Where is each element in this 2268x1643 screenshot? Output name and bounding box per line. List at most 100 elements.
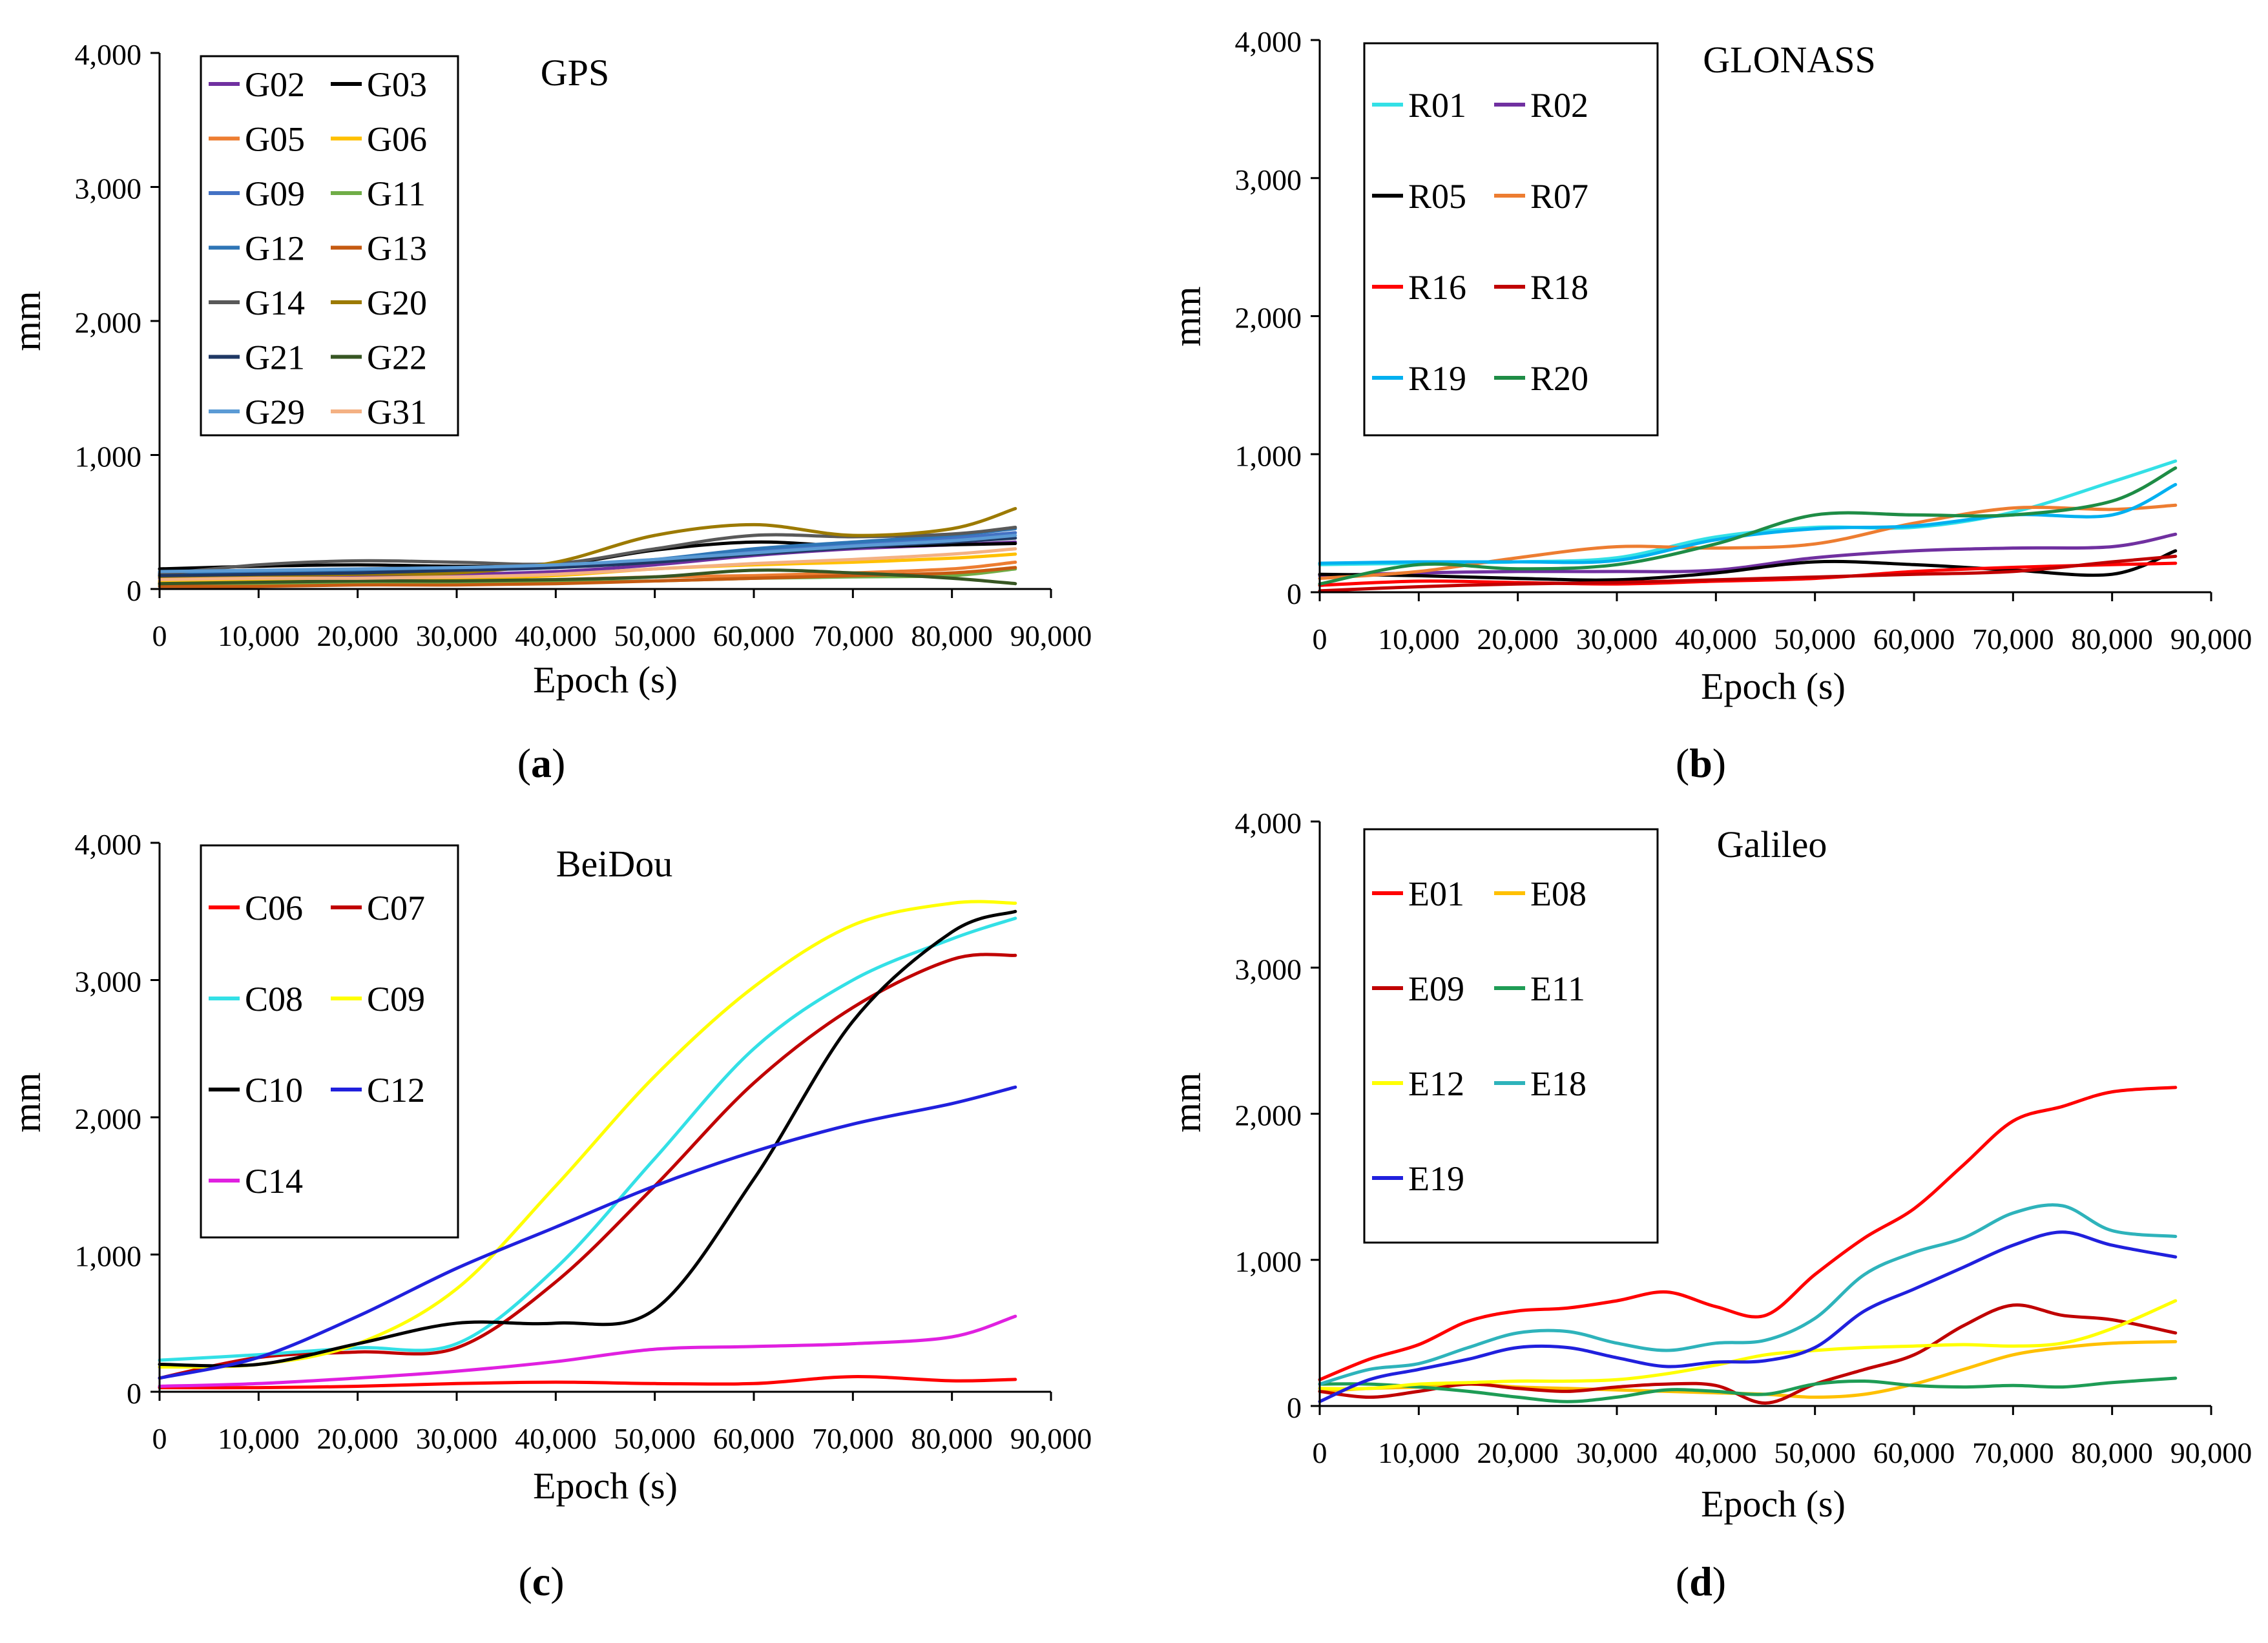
panel-caption: (b) — [1676, 740, 1726, 786]
y-tick-label: 3,000 — [75, 966, 142, 998]
x-tick-label: 0 — [1313, 623, 1327, 656]
chart-title: BeiDou — [556, 843, 672, 885]
x-axis-label: Epoch (s) — [1701, 1483, 1846, 1525]
legend-label-G09: G09 — [245, 174, 305, 213]
legend-label-E11: E11 — [1530, 969, 1585, 1008]
legend-box — [1363, 828, 1659, 1244]
x-tick-label: 70,000 — [1972, 623, 2054, 656]
x-tick-label: 20,000 — [317, 1422, 399, 1455]
chart-panel-d: 0 1,000 2,000 3,000 4,000 0 10,000 20,000 30,000… — [1166, 807, 2252, 1604]
series-layer — [1318, 459, 2178, 593]
x-axis-label: Epoch (s) — [533, 1465, 678, 1507]
legend-label-C07: C07 — [367, 889, 425, 927]
panel-caption: (c) — [518, 1558, 564, 1604]
series-layer — [1318, 1086, 2178, 1405]
y-axis-label: mm — [1166, 286, 1209, 346]
ticks-layer: 0 1,000 2,000 3,000 4,000 0 10,000 20,000 30,000… — [1235, 807, 2252, 1469]
x-tick-label: 80,000 — [2071, 1436, 2153, 1469]
y-tick-label: 1,000 — [75, 440, 142, 473]
y-tick-label: 4,000 — [1235, 25, 1302, 58]
x-tick-label: 60,000 — [1873, 1436, 1955, 1469]
legend-label-G05: G05 — [245, 120, 305, 159]
y-tick-label: 2,000 — [1235, 302, 1302, 335]
y-tick-label: 1,000 — [1235, 439, 1302, 472]
x-tick-label: 20,000 — [1477, 623, 1559, 656]
x-tick-label: 90,000 — [2170, 623, 2252, 656]
chart-panel-c: 0 1,000 2,000 3,000 4,000 0 10,000 20,000 30,000… — [6, 828, 1092, 1604]
x-tick-label: 90,000 — [1010, 1422, 1092, 1455]
x-tick-label: 40,000 — [1675, 623, 1757, 656]
x-tick-label: 30,000 — [1576, 1436, 1658, 1469]
legend-label-E08: E08 — [1530, 874, 1587, 913]
series-line-E11 — [1318, 1376, 2178, 1403]
x-tick-label: 90,000 — [2170, 1436, 2252, 1469]
x-tick-label: 20,000 — [1477, 1436, 1559, 1469]
series-line-G22 — [158, 568, 1017, 586]
legend-label-C10: C10 — [245, 1071, 303, 1110]
legend-label-G14: G14 — [245, 284, 305, 322]
series-line-R18 — [1318, 554, 2178, 593]
legend-label-R19: R19 — [1408, 359, 1466, 398]
x-tick-label: 80,000 — [911, 619, 993, 652]
legend-box — [1363, 42, 1659, 437]
x-tick-label: 60,000 — [1873, 623, 1955, 656]
legend-box — [200, 55, 459, 437]
series-line-E19 — [1318, 1230, 2178, 1403]
x-tick-label: 70,000 — [812, 619, 894, 652]
x-tick-label: 10,000 — [1378, 1436, 1460, 1469]
y-axis-label: mm — [1166, 1072, 1209, 1132]
legend-label-G21: G21 — [245, 338, 305, 377]
panel-letter: b — [1689, 740, 1712, 786]
series-line-G31 — [158, 547, 1017, 581]
legend-label-G31: G31 — [367, 393, 427, 431]
y-tick-label: 3,000 — [1235, 953, 1302, 986]
x-axis-label: Epoch (s) — [1701, 665, 1846, 707]
x-tick-label: 70,000 — [812, 1422, 894, 1455]
legend-label-E09: E09 — [1408, 969, 1464, 1008]
y-tick-label: 4,000 — [1235, 807, 1302, 840]
chart-panel-a: 0 1,000 2,000 3,000 4,000 0 10,000 20,000 30,000… — [6, 38, 1092, 786]
legend-label-R20: R20 — [1530, 359, 1588, 398]
x-tick-label: 40,000 — [1675, 1436, 1757, 1469]
series-line-R19 — [1318, 482, 2178, 565]
chart-title: GPS — [541, 52, 609, 94]
ticks-layer: 0 1,000 2,000 3,000 4,000 0 10,000 20,000 30,000… — [1235, 25, 2252, 656]
x-tick-label: 80,000 — [911, 1422, 993, 1455]
x-tick-label: 50,000 — [614, 1422, 696, 1455]
series-line-R05 — [1318, 549, 2178, 582]
series-line-E12 — [1318, 1299, 2178, 1390]
panel-caption: (a) — [517, 740, 566, 786]
chart-title: GLONASS — [1703, 39, 1876, 81]
y-tick-label: 2,000 — [1235, 1099, 1302, 1132]
legend-label-E19: E19 — [1408, 1159, 1464, 1198]
y-tick-label: 0 — [127, 574, 141, 607]
legend-label-G22: G22 — [367, 338, 427, 377]
x-tick-label: 10,000 — [218, 1422, 300, 1455]
series-line-G29 — [158, 533, 1017, 574]
series-layer — [158, 900, 1017, 1390]
series-line-R20 — [1318, 466, 2178, 586]
legend-label-C09: C09 — [367, 980, 425, 1018]
legend-label-C06: C06 — [245, 889, 303, 927]
x-tick-label: 20,000 — [317, 619, 399, 652]
x-tick-label: 10,000 — [218, 619, 300, 652]
x-tick-label: 70,000 — [1972, 1436, 2054, 1469]
x-tick-label: 90,000 — [1010, 619, 1092, 652]
y-tick-label: 3,000 — [75, 172, 142, 205]
x-tick-label: 0 — [152, 1422, 167, 1455]
x-tick-label: 60,000 — [713, 1422, 795, 1455]
legend-label-R07: R07 — [1530, 177, 1588, 216]
y-tick-label: 4,000 — [75, 38, 142, 71]
x-tick-label: 40,000 — [515, 1422, 597, 1455]
series-layer — [158, 507, 1017, 588]
legend-label-E18: E18 — [1530, 1064, 1587, 1103]
y-tick-label: 2,000 — [75, 306, 142, 339]
x-tick-label: 10,000 — [1378, 623, 1460, 656]
series-line-R02 — [1318, 532, 2178, 577]
ticks-layer: 0 1,000 2,000 3,000 4,000 0 10,000 20,000 30,000… — [75, 38, 1092, 652]
legend-label-E12: E12 — [1408, 1064, 1464, 1103]
legend-label-R01: R01 — [1408, 86, 1466, 125]
x-tick-label: 50,000 — [1774, 623, 1856, 656]
legend-label-C14: C14 — [245, 1162, 303, 1201]
